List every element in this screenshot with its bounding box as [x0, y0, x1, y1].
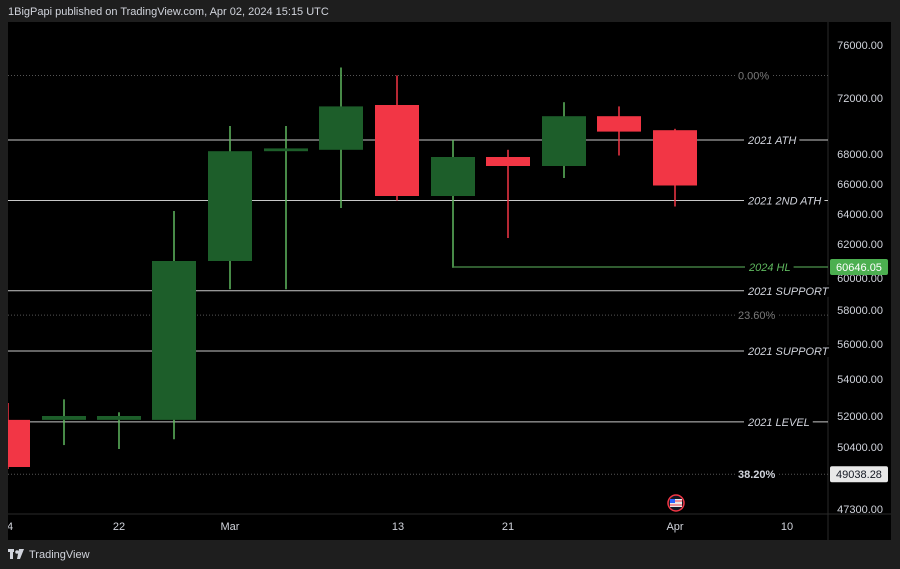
- x-tick-label: 13: [392, 521, 404, 533]
- last-price-badge: [830, 466, 888, 483]
- candle-body[interactable]: [208, 151, 252, 261]
- x-tick-label: 22: [113, 521, 125, 533]
- y-tick-label: 56000.00: [837, 339, 883, 351]
- candle-body[interactable]: [542, 116, 586, 166]
- y-tick-label: 68000.00: [837, 149, 883, 161]
- y-tick-label: 54000.00: [837, 374, 883, 386]
- level-label-bg: [735, 69, 773, 82]
- level-label-bg: [745, 261, 794, 274]
- candle-body[interactable]: [375, 105, 419, 196]
- level-label-bg: [744, 415, 813, 428]
- candle-body[interactable]: [42, 416, 86, 420]
- y-tick-label: 72000.00: [837, 93, 883, 105]
- level-label-bg: [735, 468, 779, 481]
- level-label: 2021 ATH: [747, 135, 796, 147]
- tradingview-brand: TradingView: [29, 549, 90, 561]
- publisher-header: 1BigPapi published on TradingView.com, A…: [8, 6, 329, 18]
- y-tick-label: 50400.00: [837, 442, 883, 454]
- candle-body[interactable]: [431, 157, 475, 196]
- y-tick-label: 58000.00: [837, 305, 883, 317]
- level-label-bg: [744, 134, 800, 146]
- level-label: 23.60%: [738, 310, 776, 322]
- candle-body[interactable]: [319, 106, 363, 150]
- level-label: 2021 SUPPORT: [747, 286, 830, 298]
- y-tick-label: 62000.00: [837, 239, 883, 251]
- candle-body[interactable]: [8, 419, 30, 467]
- y-tick-label: 47300.00: [837, 504, 883, 516]
- candlestick-chart[interactable]: 76000.00 72000.00 68000.00 66000.00 64000.00…: [8, 22, 891, 540]
- level-label: 2021 LEVEL: [747, 417, 810, 429]
- candle-body[interactable]: [264, 148, 308, 152]
- level-label-bg: [735, 309, 779, 322]
- x-tick-label: 4: [8, 521, 13, 533]
- tradingview-footer: TradingView: [8, 549, 90, 561]
- y-tick-label: 66000.00: [837, 179, 883, 191]
- level-label-bg: [744, 284, 833, 297]
- y-tick-label: 76000.00: [837, 40, 883, 52]
- level-label: 2021 SUPPORT: [747, 346, 830, 358]
- level-label-bg: [744, 194, 825, 207]
- level-label: 2024 HL: [748, 262, 791, 274]
- x-tick-label: 10: [781, 521, 793, 533]
- candle-body[interactable]: [597, 116, 641, 132]
- level-label-bg: [744, 345, 833, 357]
- x-tick-label: Mar: [221, 521, 240, 533]
- candle-body[interactable]: [653, 130, 697, 186]
- level-label: 38.20%: [738, 469, 776, 481]
- price-badge-text: 49038.28: [836, 469, 882, 481]
- y-tick-label: 60000.00: [837, 273, 883, 285]
- x-tick-label: 21: [502, 521, 514, 533]
- candle-body[interactable]: [486, 157, 530, 166]
- candle-body[interactable]: [152, 261, 196, 420]
- hl-price-badge: [830, 259, 888, 276]
- us-flag-event-icon[interactable]: [667, 494, 685, 512]
- tradingview-logo-icon: [8, 549, 24, 559]
- x-tick-label: Apr: [666, 521, 683, 533]
- candle-body[interactable]: [97, 416, 141, 420]
- y-tick-label: 64000.00: [837, 209, 883, 221]
- chart-area[interactable]: 76000.00 72000.00 68000.00 66000.00 64000.00…: [8, 22, 891, 540]
- price-badge-text: 60646.05: [836, 262, 882, 274]
- level-label: 0.00%: [738, 70, 769, 82]
- level-label: 2021 2ND ATH: [747, 196, 821, 208]
- y-tick-label: 52000.00: [837, 411, 883, 423]
